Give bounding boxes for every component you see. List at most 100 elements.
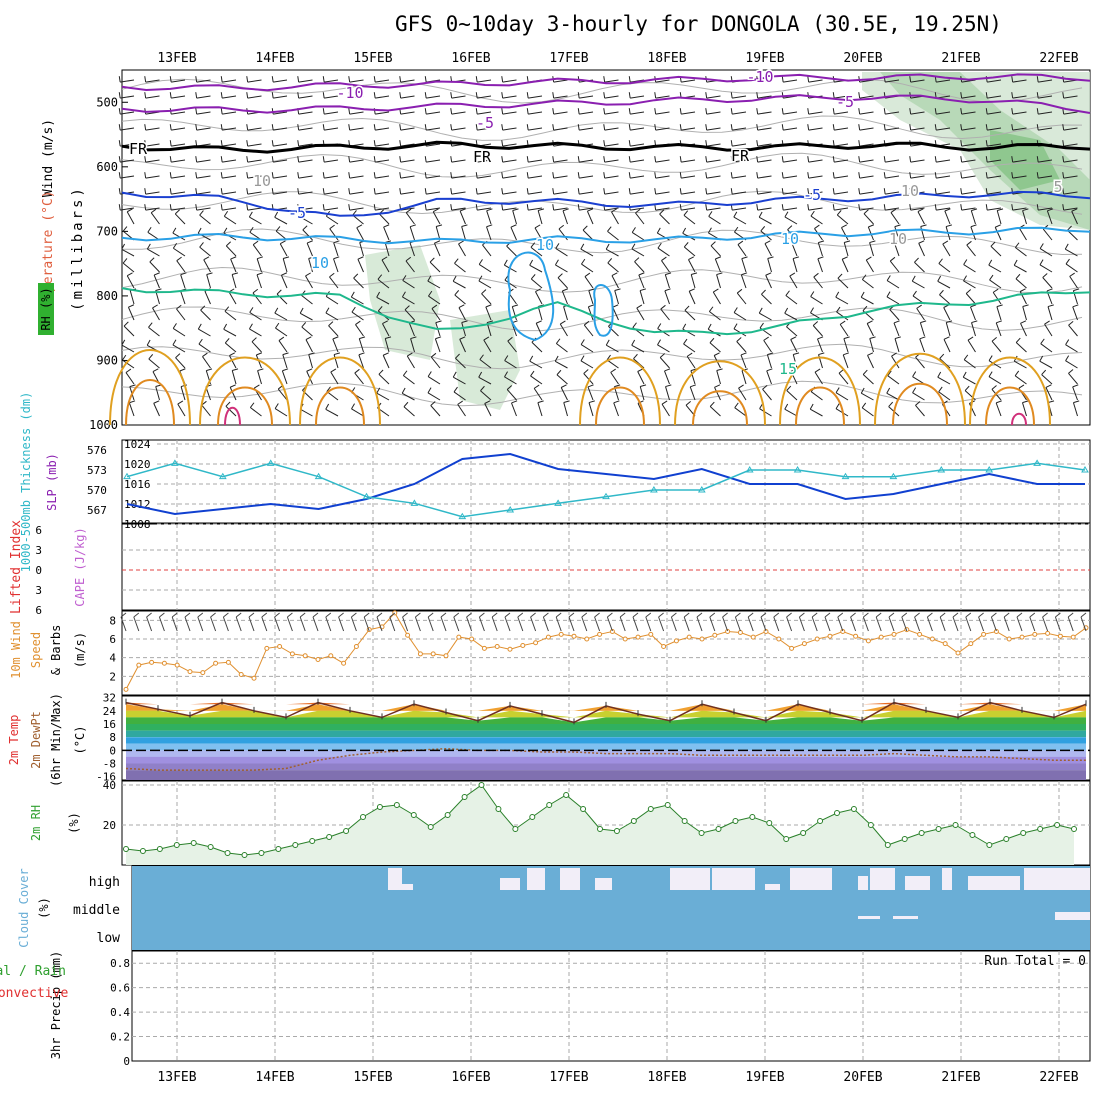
cloud-gap bbox=[560, 868, 580, 890]
cloud-gap bbox=[527, 868, 545, 890]
wind-barb bbox=[885, 159, 900, 163]
wind-barb bbox=[123, 325, 135, 337]
wind-barb bbox=[858, 140, 861, 147]
wind-barb bbox=[563, 400, 570, 403]
wind-barb bbox=[577, 108, 580, 115]
wind-barb bbox=[659, 357, 670, 369]
wind-barb bbox=[363, 612, 370, 618]
temp-band bbox=[126, 717, 1086, 724]
wind-barb bbox=[383, 352, 389, 356]
wind-barb bbox=[1047, 304, 1054, 308]
wind-barb bbox=[197, 227, 202, 234]
wind-barb bbox=[741, 258, 747, 273]
wind-barb bbox=[504, 376, 517, 385]
wind-barb bbox=[202, 356, 211, 369]
contour-label: 10 bbox=[781, 230, 799, 248]
wind-barb bbox=[477, 159, 492, 163]
wind-barb bbox=[376, 387, 381, 394]
wind-barb bbox=[325, 403, 330, 410]
wind-barb bbox=[988, 360, 1002, 369]
wind-barb bbox=[630, 95, 645, 99]
wind-barb bbox=[631, 227, 636, 233]
wind-barb bbox=[636, 304, 643, 309]
wind-barb bbox=[936, 191, 951, 195]
temp-tick-label: 0 bbox=[109, 744, 116, 757]
wind-barb bbox=[169, 188, 172, 195]
wind-barb bbox=[427, 376, 441, 385]
cloud-axis-label: (%) bbox=[37, 897, 51, 919]
thickness-marker bbox=[745, 466, 754, 473]
wind-barb bbox=[909, 76, 912, 83]
wind-barb bbox=[275, 327, 288, 337]
wind-barb bbox=[705, 140, 708, 147]
wind-barb bbox=[1036, 124, 1039, 131]
wind-barb bbox=[869, 242, 874, 257]
wind-barb bbox=[338, 612, 344, 618]
wind-barb bbox=[400, 79, 415, 83]
wind-barb bbox=[619, 616, 626, 632]
wind-barb bbox=[325, 616, 332, 632]
rh-marker bbox=[1071, 826, 1077, 832]
wind-barb bbox=[325, 612, 332, 618]
wind10m-axis-label: (m/s) bbox=[73, 632, 87, 668]
wind-barb bbox=[716, 368, 723, 371]
wind-barb bbox=[144, 76, 147, 83]
wind-barb bbox=[764, 240, 771, 245]
wind-barb bbox=[961, 95, 976, 99]
wind-barb bbox=[526, 124, 529, 131]
cape-axis-label: CAPE (J/kg) bbox=[73, 527, 87, 606]
wind-barb bbox=[709, 612, 716, 618]
wind-barb bbox=[732, 175, 747, 179]
temp-contour-25 bbox=[795, 386, 845, 426]
wind-barb bbox=[478, 259, 483, 265]
wind-speed-marker bbox=[750, 634, 756, 640]
wind-barb bbox=[504, 355, 509, 361]
wind-barb bbox=[604, 175, 619, 179]
wind-speed-marker bbox=[1045, 630, 1051, 636]
wind-barb bbox=[684, 309, 696, 321]
wind-barb bbox=[325, 295, 339, 305]
wind-speed-marker bbox=[456, 634, 462, 640]
wind-barb bbox=[760, 612, 767, 618]
wind-barb bbox=[792, 256, 799, 260]
wind-barb bbox=[222, 127, 237, 131]
wind-barb bbox=[1065, 258, 1070, 265]
wind-barb bbox=[410, 338, 415, 353]
panel-frame bbox=[121, 610, 1091, 696]
wind-barb bbox=[814, 371, 823, 385]
thickness-marker bbox=[697, 486, 706, 493]
wind-barb bbox=[553, 191, 568, 195]
wind-barb bbox=[741, 272, 748, 276]
wind-barb bbox=[664, 290, 670, 305]
wind-barb bbox=[688, 256, 695, 261]
wind-barb bbox=[611, 275, 619, 289]
rh-marker bbox=[139, 848, 146, 854]
wind-barb bbox=[1055, 612, 1061, 618]
wind-barb bbox=[985, 188, 988, 195]
thickness-marker bbox=[554, 499, 562, 506]
side-label-group: 2m Temp bbox=[7, 715, 21, 766]
wind-barb bbox=[376, 296, 390, 305]
wind-barb bbox=[122, 354, 127, 361]
wind-speed-marker bbox=[481, 645, 487, 651]
wind-barb bbox=[1014, 242, 1020, 248]
wind-barb bbox=[836, 214, 849, 225]
wind-barb bbox=[910, 159, 925, 163]
wind-barb bbox=[963, 280, 976, 289]
wind-barb bbox=[554, 360, 568, 369]
temp-band bbox=[126, 730, 1086, 738]
wind-barb bbox=[740, 352, 747, 356]
wind-barb bbox=[762, 385, 768, 390]
wind-barb bbox=[247, 127, 262, 131]
contour-label: 10 bbox=[253, 172, 271, 190]
wind-barb bbox=[738, 384, 744, 389]
wind-barb bbox=[834, 143, 849, 147]
wind-barb bbox=[451, 111, 466, 115]
wind-barb bbox=[934, 156, 937, 163]
wind-barb bbox=[607, 230, 619, 241]
wind-barb bbox=[942, 243, 951, 257]
wind-tick-label: 8 bbox=[109, 614, 116, 627]
slp-tick-label: 1016 bbox=[124, 478, 151, 491]
wind-barb bbox=[274, 612, 280, 618]
rh2m-axis-label: (%) bbox=[67, 812, 81, 834]
